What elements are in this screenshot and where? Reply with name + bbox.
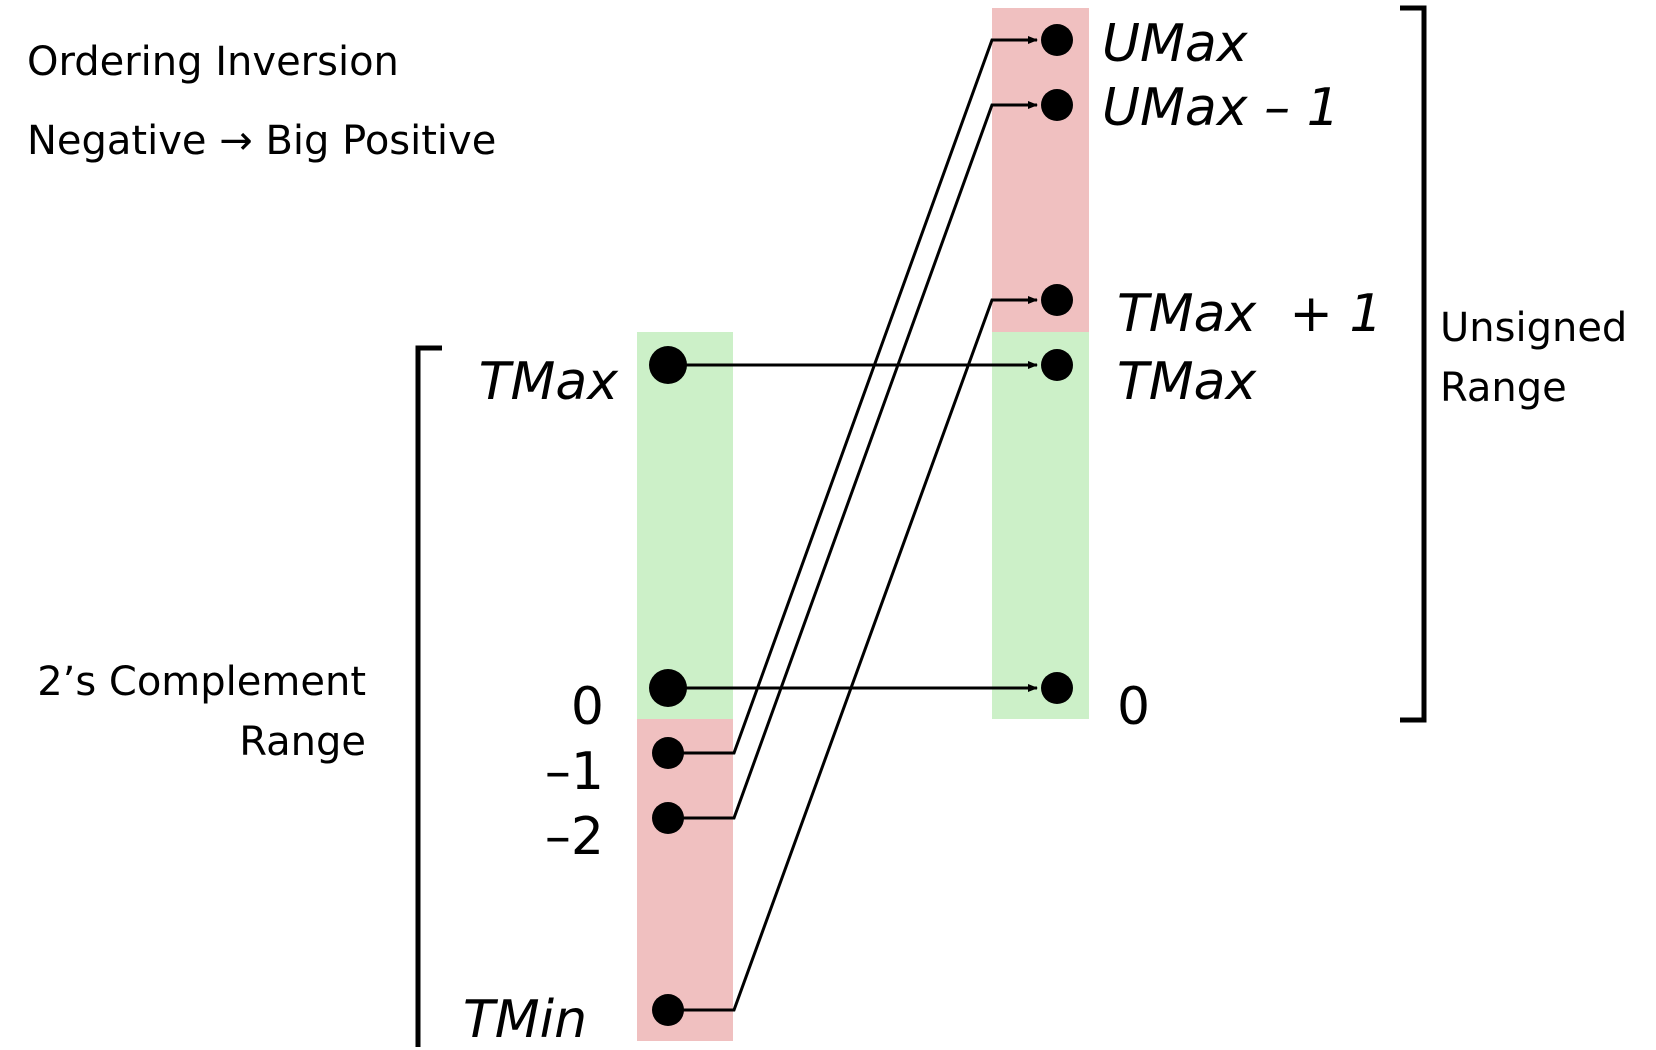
dot-signed-zero xyxy=(649,669,687,707)
label-unsigned-zero: 0 xyxy=(1117,677,1151,737)
unsigned-range-label-line1: Unsigned xyxy=(1440,305,1628,351)
label-unsigned-umax: UMax xyxy=(1102,14,1248,74)
dot-signed-minus-one xyxy=(652,737,684,769)
signed-negative-band xyxy=(637,719,733,1041)
dot-unsigned-tmax-plus-one xyxy=(1041,284,1073,316)
note-ordering-inversion: Ordering Inversion xyxy=(27,39,399,85)
note-negative-to-big-positive: Negative → Big Positive xyxy=(27,118,497,164)
signed-positive-band xyxy=(637,332,733,719)
dot-unsigned-umax xyxy=(1041,24,1073,56)
signed-range-label-line1: 2’s Complement xyxy=(37,659,366,705)
unsigned-range-bracket xyxy=(1400,5,1427,723)
unsigned-lower-band xyxy=(992,332,1089,719)
label-unsigned-umax-minus-one: UMax – 1 xyxy=(1102,78,1340,138)
signed-range-label: 2’s Complement Range xyxy=(10,652,366,772)
dot-signed-minus-two xyxy=(652,802,684,834)
label-signed-tmin: TMin xyxy=(463,990,588,1050)
unsigned-range-label-line2: Range xyxy=(1440,365,1567,411)
label-signed-minus-one: –1 xyxy=(544,742,604,802)
dot-signed-tmin xyxy=(652,994,684,1026)
arrow-tmin-to-tmax-plus-one xyxy=(668,296,1038,1012)
dot-signed-tmax xyxy=(649,346,687,384)
arrow-minus-one-to-umax xyxy=(668,36,1038,755)
label-signed-minus-two: –2 xyxy=(544,807,604,867)
label-unsigned-tmax-plus-one: TMax + 1 xyxy=(1117,284,1383,344)
unsigned-range-label: Unsigned Range xyxy=(1440,298,1627,418)
label-signed-zero: 0 xyxy=(570,677,604,737)
dot-unsigned-zero xyxy=(1041,672,1073,704)
label-unsigned-tmax: TMax xyxy=(1117,352,1257,412)
signed-range-bracket xyxy=(415,345,442,1047)
dot-unsigned-umax-minus-one xyxy=(1041,89,1073,121)
label-signed-tmax: TMax xyxy=(478,352,618,412)
arrow-minus-two-to-umax-minus-one xyxy=(668,101,1038,820)
dot-unsigned-tmax xyxy=(1041,349,1073,381)
signed-range-label-line2: Range xyxy=(239,719,366,765)
unsigned-upper-band xyxy=(992,8,1089,332)
